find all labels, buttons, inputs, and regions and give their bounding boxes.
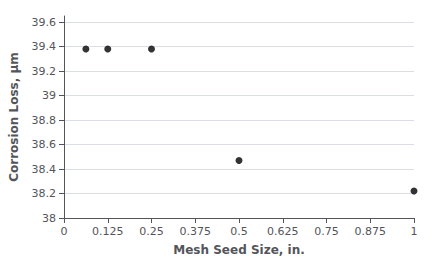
svg-text:38: 38 xyxy=(42,212,56,225)
svg-text:0.5: 0.5 xyxy=(230,225,248,238)
svg-text:39: 39 xyxy=(42,89,56,102)
svg-text:0.25: 0.25 xyxy=(139,225,164,238)
svg-text:0.125: 0.125 xyxy=(92,225,124,238)
svg-text:38.8: 38.8 xyxy=(32,114,57,127)
svg-text:39.4: 39.4 xyxy=(32,40,57,53)
svg-text:39.2: 39.2 xyxy=(32,65,57,78)
svg-text:Mesh Seed Size, in.: Mesh Seed Size, in. xyxy=(173,243,304,257)
svg-text:1: 1 xyxy=(411,225,418,238)
svg-text:0.375: 0.375 xyxy=(180,225,212,238)
svg-text:Corrosion Loss, µm: Corrosion Loss, µm xyxy=(7,52,21,182)
svg-text:0.875: 0.875 xyxy=(355,225,387,238)
svg-text:38.6: 38.6 xyxy=(32,138,57,151)
svg-text:39.6: 39.6 xyxy=(32,16,57,29)
svg-text:38.2: 38.2 xyxy=(32,187,57,200)
svg-text:0.625: 0.625 xyxy=(267,225,299,238)
svg-text:0: 0 xyxy=(61,225,68,238)
svg-text:0.75: 0.75 xyxy=(314,225,339,238)
svg-text:38.4: 38.4 xyxy=(32,163,57,176)
